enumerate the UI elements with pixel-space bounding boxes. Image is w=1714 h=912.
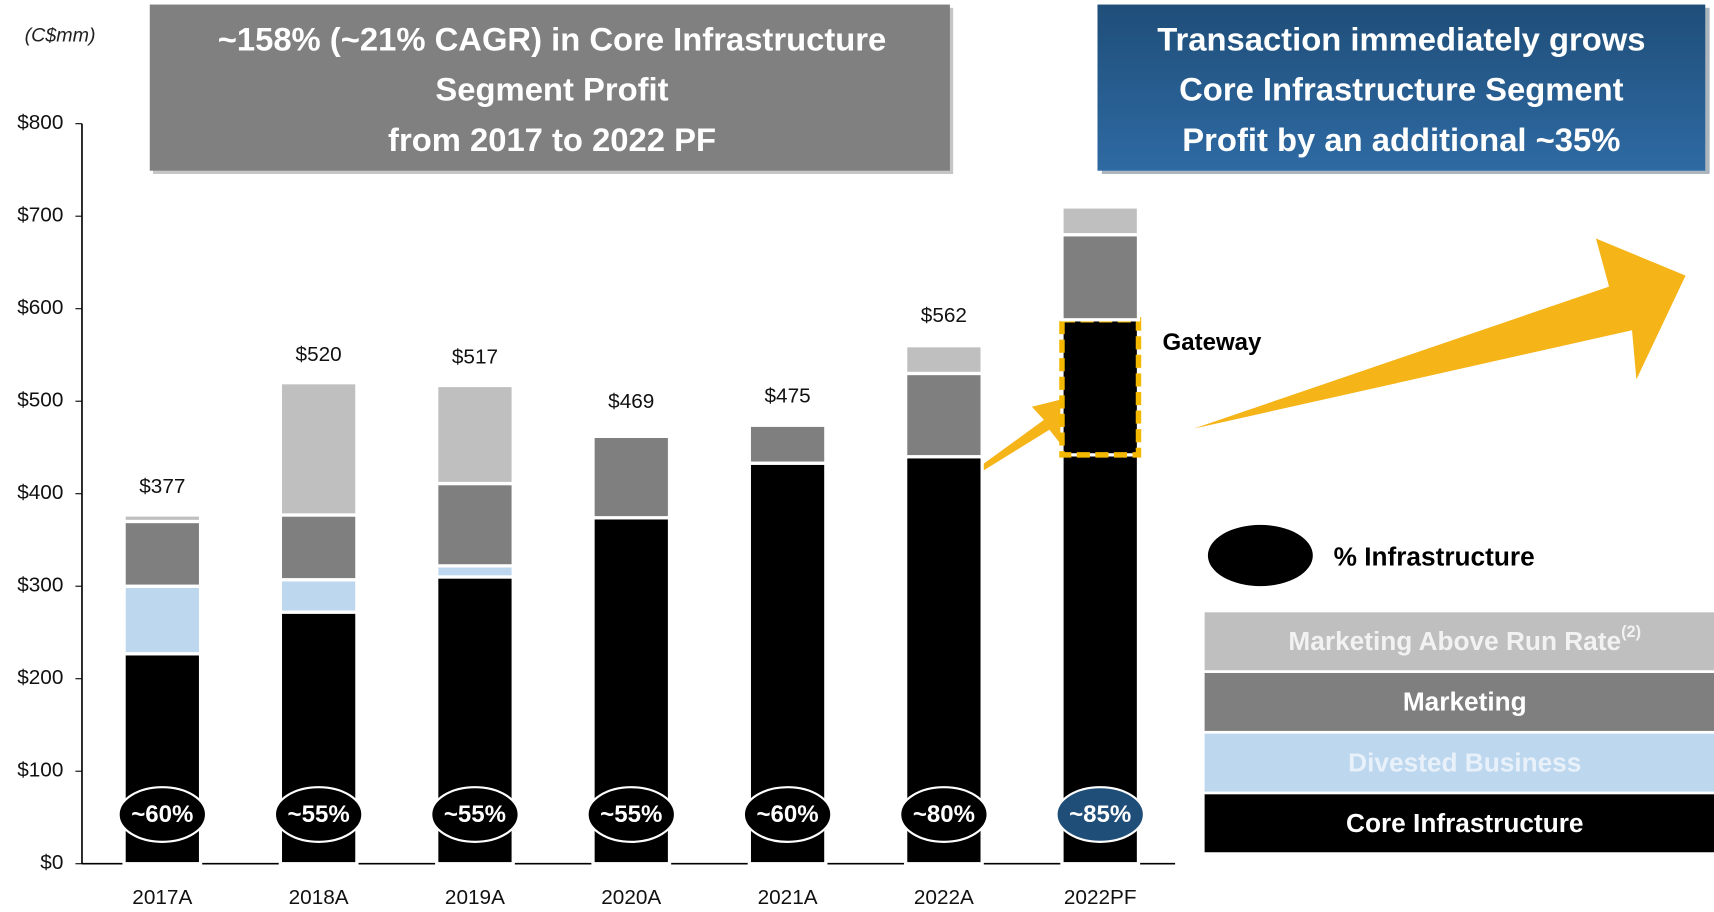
callout-text: Core Infrastructure Segment xyxy=(1179,71,1624,108)
x-tick-label: 2021A xyxy=(758,886,818,909)
share-pill xyxy=(430,786,520,843)
y-tick-label: $600 xyxy=(17,296,63,319)
callout-text: ~158% (~21% CAGR) in Core Infrastructure xyxy=(218,20,887,57)
share-label: ~60% xyxy=(757,801,819,828)
share-pill xyxy=(117,786,208,843)
y-tick-label: $300 xyxy=(17,574,63,597)
bar-segment xyxy=(278,578,359,614)
total-label: $517 xyxy=(452,346,498,369)
legend-label: Marketing Above Run Rate(2) xyxy=(1288,623,1641,655)
x-tick-label: 2017A xyxy=(132,886,192,909)
share-pill xyxy=(586,786,677,843)
total-label: $562 xyxy=(921,304,967,327)
bar-segment xyxy=(278,381,359,517)
bar-segment xyxy=(1060,233,1141,322)
legend-name: Core Infrastructure xyxy=(1346,808,1583,838)
callout-text: Transaction immediately grows xyxy=(1157,20,1645,57)
share-pill xyxy=(273,786,364,843)
x-tick-label: 2022PF xyxy=(1064,886,1137,909)
legend-superscript: (2) xyxy=(1621,623,1641,641)
unit-label: (C$mm) xyxy=(25,24,96,46)
x-tick-label: 2020A xyxy=(601,886,661,909)
bar-segment xyxy=(122,513,203,524)
total-label: $475 xyxy=(765,384,811,407)
y-tick-label: $500 xyxy=(17,389,63,412)
bar-segment xyxy=(122,584,203,656)
arrow xyxy=(1193,238,1686,429)
total-label: $469 xyxy=(608,390,654,413)
share-label: ~55% xyxy=(444,801,506,828)
legend-swatch xyxy=(1204,672,1714,731)
y-tick-label: $200 xyxy=(17,666,63,689)
y-tick-label: $0 xyxy=(40,851,63,874)
bar-segment xyxy=(1060,205,1141,237)
legend-label: Core Infrastructure xyxy=(1346,808,1583,838)
share-label: ~80% xyxy=(913,801,975,828)
x-tick-label: 2022A xyxy=(914,886,974,909)
share-pill xyxy=(899,786,989,843)
y-tick-label: $400 xyxy=(17,481,63,504)
segment-label: Gateway xyxy=(1163,329,1262,356)
bar-segment xyxy=(435,383,515,486)
share-label: ~60% xyxy=(131,801,193,828)
bar-segment xyxy=(591,434,672,520)
share-pill xyxy=(1055,786,1146,843)
share-label: ~55% xyxy=(288,801,350,828)
y-tick-label: $100 xyxy=(17,759,63,782)
share-label: ~85% xyxy=(1069,801,1131,828)
x-tick-label: 2019A xyxy=(445,886,505,909)
legend-name: Marketing xyxy=(1403,687,1527,717)
legend-pill xyxy=(1207,524,1313,587)
share-pill xyxy=(742,786,833,843)
bar-segment xyxy=(904,344,984,376)
legend-name: Marketing Above Run Rate xyxy=(1288,626,1621,656)
bar-segment xyxy=(435,481,515,568)
legend-swatch xyxy=(1204,794,1714,853)
legend-swatch xyxy=(1204,612,1714,671)
callout-left xyxy=(149,4,950,171)
y-tick-label: $700 xyxy=(17,204,63,227)
legend-label: % Infrastructure xyxy=(1334,542,1535,572)
share-label: ~55% xyxy=(600,801,662,828)
callout-right xyxy=(1097,4,1706,171)
legend-label: Marketing xyxy=(1403,687,1527,717)
bar-segment xyxy=(1060,318,1141,457)
legend-swatch xyxy=(1204,733,1714,792)
callout-text: Segment Profit xyxy=(435,71,668,108)
y-tick-label: $800 xyxy=(17,111,63,134)
callout-text: Profit by an additional ~35% xyxy=(1182,121,1620,158)
callout-text: from 2017 to 2022 PF xyxy=(388,121,716,158)
total-label: $377 xyxy=(139,475,185,498)
bar-segment xyxy=(278,513,359,582)
bar-segment xyxy=(122,519,203,588)
legend-name: Divested Business xyxy=(1348,747,1581,777)
bar-segment xyxy=(747,423,828,465)
bar-segment xyxy=(435,564,515,579)
total-label: $520 xyxy=(296,343,342,366)
x-tick-label: 2018A xyxy=(289,886,349,909)
bar-segment xyxy=(904,371,984,459)
legend-label: Divested Business xyxy=(1348,747,1581,777)
